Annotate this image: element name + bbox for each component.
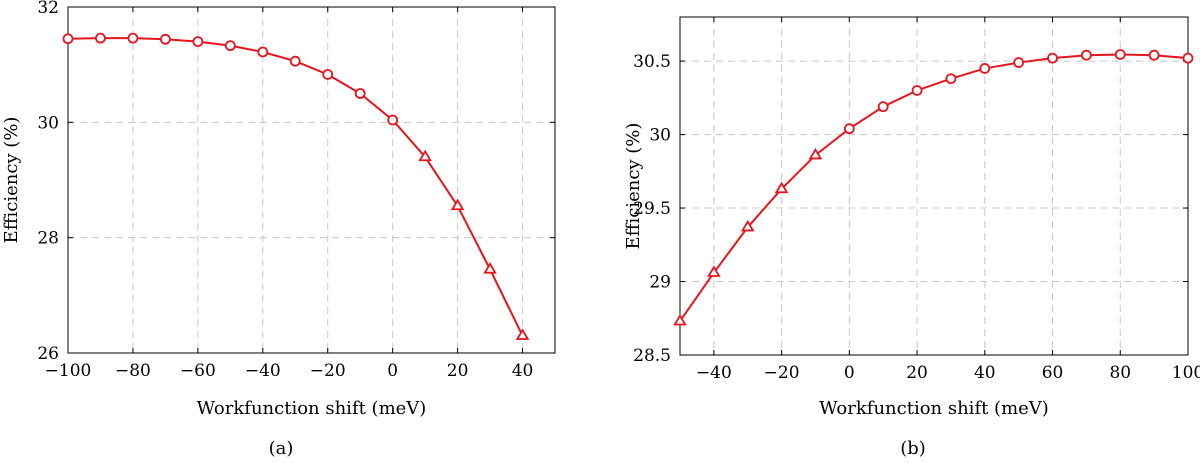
data-point-triangle: [774, 181, 789, 194]
data-point-circle: [945, 73, 957, 85]
y-tick-label: 32: [37, 0, 59, 18]
x-tick-label: 20: [906, 363, 928, 383]
data-point-circle: [1081, 49, 1092, 61]
data-point-circle: [877, 101, 889, 113]
data-point-circle: [289, 55, 301, 67]
data-point-circle: [843, 123, 855, 135]
x-tick-label: −40: [696, 363, 732, 383]
x-tick-label: 80: [1109, 363, 1131, 383]
data-point-circle: [257, 46, 269, 58]
panel-caption: (a): [269, 438, 294, 459]
x-tick-label: −40: [245, 361, 281, 381]
data-point-circle: [979, 63, 991, 74]
plot-frame: [67, 6, 556, 354]
x-tick-label: 60: [1042, 363, 1064, 383]
data-point-triangle: [418, 149, 432, 162]
data-point-triangle: [707, 265, 721, 277]
plot-frame: [679, 16, 1189, 356]
series-line: [67, 37, 524, 337]
x-tick-label: 40: [512, 361, 534, 381]
x-tick-label: −60: [180, 361, 216, 381]
data-point-circle: [127, 32, 139, 44]
data-point-circle: [95, 32, 106, 44]
x-tick-label: −20: [310, 361, 346, 381]
y-tick-label: 30.5: [633, 52, 671, 72]
x-tick-label: −100: [45, 361, 92, 381]
data-point-circle: [62, 33, 74, 45]
x-tick-label: 20: [447, 361, 469, 381]
panel-caption: (b): [900, 438, 926, 459]
y-tick-label: 30: [649, 126, 671, 146]
x-tick-label: 0: [387, 361, 398, 381]
data-point-circle: [1182, 52, 1194, 64]
y-tick-label: 29.5: [633, 199, 671, 219]
y-tick-label: 26: [37, 344, 59, 364]
data-point-circle: [224, 40, 236, 52]
data-point-circle: [354, 88, 366, 99]
data-point-circle: [159, 33, 171, 45]
data-point-triangle: [450, 198, 465, 211]
data-point-triangle: [515, 328, 530, 340]
data-point-circle: [911, 85, 923, 96]
y-tick-label: 29: [649, 273, 671, 293]
x-axis-label: Workfunction shift (meV): [819, 398, 1049, 419]
data-point-circle: [1013, 57, 1025, 68]
data-point-circle: [1114, 49, 1126, 60]
data-point-circle: [1047, 52, 1058, 64]
x-tick-label: −80: [115, 361, 151, 381]
x-axis-label: Workfunction shift (meV): [197, 398, 427, 419]
y-tick-label: 28.5: [633, 346, 671, 366]
data-point-triangle: [483, 262, 497, 274]
chart-panel-a: −100 −80 −60 −40 −20 0 20 40 26 28 30 32 Workfunctio…: [1, 0, 556, 459]
y-tick-label: 28: [37, 229, 59, 249]
y-axis-label: Efficiency (%): [623, 123, 644, 250]
series-line: [679, 53, 1189, 322]
data-point-triangle: [740, 219, 755, 232]
x-tick-label: −20: [764, 363, 800, 383]
data-point-triangle: [808, 147, 823, 160]
chart-panel-b: −40 −20 0 20 40 60 80 100 28.5 29 29.5 30 30.5 Workfu…: [623, 16, 1200, 459]
data-point-circle: [387, 114, 399, 126]
data-point-circle: [1148, 49, 1160, 61]
x-tick-label: 40: [974, 363, 996, 383]
data-point-circle: [322, 69, 334, 80]
data-point-triangle: [673, 313, 687, 326]
x-tick-label: 100: [1172, 363, 1200, 383]
data-point-circle: [192, 36, 204, 47]
x-tick-label: 0: [844, 363, 855, 383]
y-axis-label: Efficiency (%): [1, 117, 22, 244]
y-tick-label: 30: [37, 113, 59, 133]
